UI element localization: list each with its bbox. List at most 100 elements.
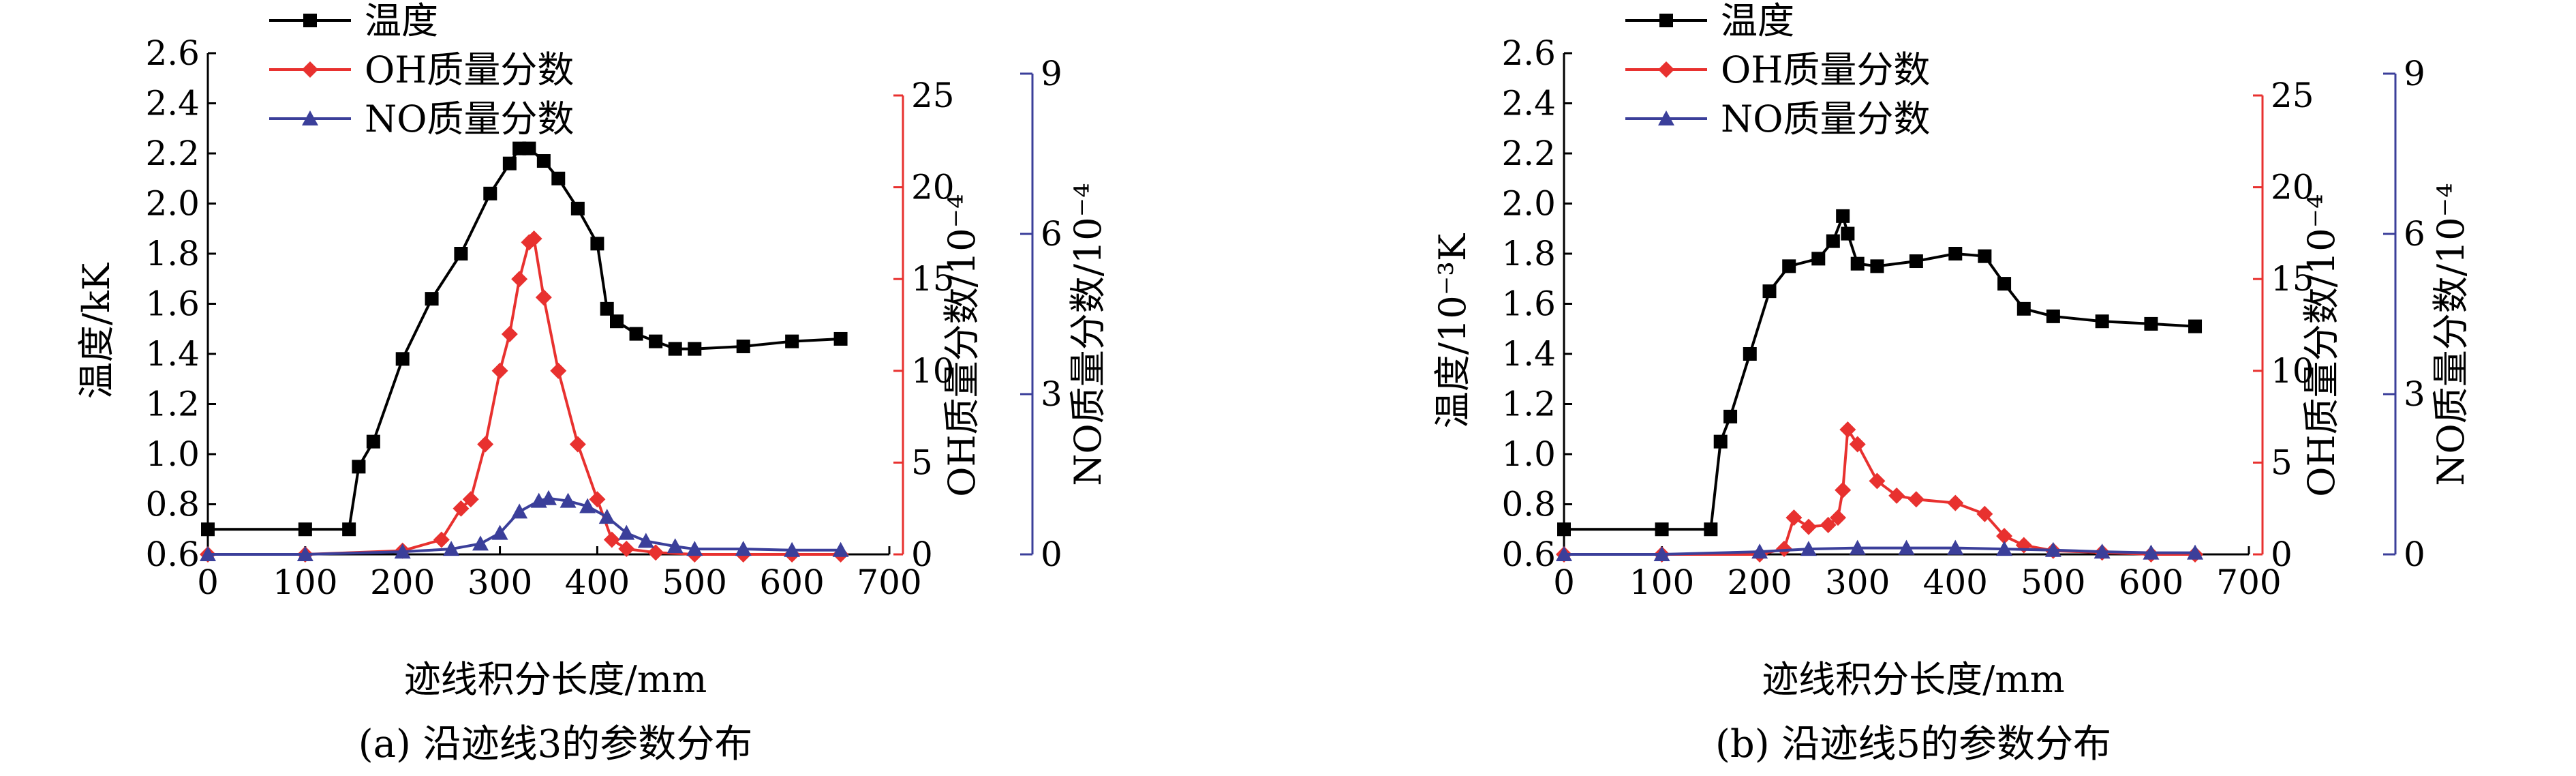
figure-caption: (b) 沿迹线5的参数分布 <box>1715 722 2111 766</box>
data-point-temp <box>483 186 497 200</box>
legend-item-oh: OH质量分数 <box>269 48 574 91</box>
data-point-no <box>559 492 577 508</box>
data-point-oh <box>647 544 664 561</box>
data-point-no <box>511 503 528 519</box>
data-point-temp <box>1762 284 1777 299</box>
temp-tick-label: 0.6 <box>1501 535 1556 574</box>
data-point-oh <box>1907 491 1925 508</box>
data-point-temp <box>1948 247 1963 260</box>
series-no <box>1556 539 2204 561</box>
data-point-temp <box>668 342 682 356</box>
no-tick-label: 6 <box>1041 214 1062 254</box>
temp-tick-label: 2.4 <box>1501 84 1556 123</box>
data-point-oh <box>1849 436 1866 453</box>
oh-tick-label: 10 <box>2271 351 2314 391</box>
data-point-temp <box>629 327 643 341</box>
data-point-temp <box>2188 319 2203 333</box>
data-point-no <box>686 541 703 556</box>
data-point-temp <box>736 339 750 353</box>
data-point-temp <box>1713 434 1728 449</box>
oh-axis-title: OH质量分数/10⁻⁴ <box>940 194 983 496</box>
data-point-temp <box>366 434 380 449</box>
data-point-oh <box>433 531 450 548</box>
data-point-temp <box>1826 234 1840 248</box>
data-point-oh <box>477 436 494 453</box>
data-point-no <box>1996 541 2013 556</box>
legend-marker <box>303 14 317 27</box>
data-point-oh <box>491 362 508 379</box>
x-tick-label: 200 <box>370 563 435 602</box>
data-point-temp <box>502 156 517 170</box>
x-tick-label: 400 <box>565 563 630 602</box>
data-point-oh <box>1839 421 1856 438</box>
legend-label: OH质量分数 <box>1721 48 1930 91</box>
oh-tick-label: 0 <box>2271 535 2293 574</box>
temp-axis-title: 温度/kK <box>75 262 118 399</box>
data-point-oh <box>1830 509 1846 526</box>
x-axis-title: 迹线积分长度/mm <box>404 658 707 701</box>
data-point-temp <box>1836 209 1850 223</box>
temp-tick-label: 2.0 <box>145 184 200 224</box>
x-tick-label: 0 <box>197 563 219 602</box>
data-point-temp <box>1870 259 1884 273</box>
legend-label: 温度 <box>1721 0 1794 42</box>
x-tick-label: 600 <box>759 563 824 602</box>
legend-item-temp: 温度 <box>1625 0 1794 42</box>
data-point-oh <box>1888 487 1905 504</box>
data-point-no <box>637 533 654 548</box>
temp-tick-label: 2.6 <box>1501 33 1556 73</box>
data-point-oh <box>1996 528 2013 545</box>
data-point-oh <box>569 436 586 453</box>
data-point-oh <box>525 230 542 247</box>
no-tick-label: 3 <box>2404 374 2425 414</box>
data-point-oh <box>603 531 620 548</box>
no-tick-label: 0 <box>2404 535 2425 574</box>
data-point-oh <box>462 491 479 508</box>
data-point-oh <box>1785 509 1803 526</box>
legend-item-no: NO质量分数 <box>269 98 574 140</box>
data-point-temp <box>298 522 312 537</box>
oh-tick-label: 25 <box>911 76 955 115</box>
data-point-no <box>784 541 801 557</box>
legend-label: NO质量分数 <box>1721 98 1931 140</box>
data-point-oh <box>618 540 635 557</box>
no-tick-label: 6 <box>2404 214 2425 254</box>
x-tick-label: 500 <box>662 563 727 602</box>
series-oh <box>1556 421 2204 563</box>
x-axis-title: 迹线积分长度/mm <box>1762 658 2065 701</box>
temp-tick-label: 1.6 <box>145 284 200 324</box>
x-tick-label: 100 <box>273 563 337 602</box>
data-point-oh <box>1800 518 1817 535</box>
temp-axis-title: 温度/10⁻³K <box>1431 233 1474 428</box>
data-point-temp <box>2046 309 2060 323</box>
data-point-no <box>832 541 849 557</box>
temp-tick-label: 2.4 <box>145 84 200 123</box>
temp-tick-label: 1.0 <box>1501 434 1556 474</box>
data-point-no <box>598 509 615 524</box>
x-tick-label: 200 <box>1727 563 1792 602</box>
data-point-oh <box>1976 505 1993 522</box>
data-point-temp <box>425 292 439 306</box>
data-point-no <box>540 490 557 505</box>
data-point-no <box>1653 546 1670 561</box>
series-line-oh <box>1564 426 2196 556</box>
data-point-temp <box>352 460 366 474</box>
data-point-temp <box>649 334 663 348</box>
data-point-no <box>579 498 596 513</box>
data-point-temp <box>833 331 848 346</box>
oh-tick-label: 20 <box>911 168 955 207</box>
data-point-temp <box>688 342 702 356</box>
data-point-no <box>1556 546 1572 561</box>
data-point-temp <box>551 171 566 185</box>
x-tick-label: 100 <box>1629 563 1694 602</box>
temp-tick-label: 2.2 <box>1501 134 1556 173</box>
temp-tick-label: 2.0 <box>1501 184 1556 224</box>
legend-marker <box>1658 110 1674 125</box>
legend-marker <box>302 110 318 125</box>
chart-b: 0 100 200 300 400 500 600 7000.60.81.01.21.41.6… <box>1431 0 2472 766</box>
data-point-no <box>491 524 508 540</box>
legend-label: 温度 <box>365 0 438 42</box>
oh-axis-title: OH质量分数/10⁻⁴ <box>2300 194 2343 496</box>
data-point-temp <box>1811 252 1826 266</box>
